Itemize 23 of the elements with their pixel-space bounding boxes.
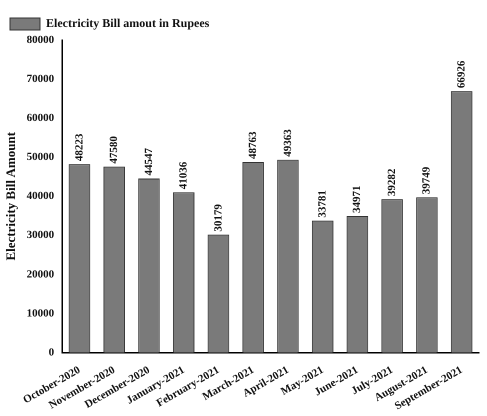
y-tick-label: 50000 <box>26 151 55 164</box>
data-label: 34971 <box>351 185 364 213</box>
y-tick-label: 0 <box>48 346 55 358</box>
data-label: 30179 <box>212 204 224 232</box>
data-label: 48763 <box>247 131 260 160</box>
data-label: 39282 <box>386 168 398 196</box>
y-tick-label: 30000 <box>26 229 55 242</box>
data-label: 47580 <box>108 136 120 164</box>
y-tick-label: 60000 <box>26 112 55 124</box>
data-label: 48223 <box>73 133 86 162</box>
y-tick-label: 40000 <box>26 190 55 202</box>
y-tick-label: 10000 <box>26 307 55 320</box>
data-label: 44547 <box>142 148 155 176</box>
y-tick-label: 70000 <box>26 72 55 85</box>
data-label: 39749 <box>420 166 433 194</box>
y-tick-label: 80000 <box>26 34 55 46</box>
y-axis-title: Electricity Bill Amount <box>3 131 18 261</box>
data-label: 66926 <box>455 60 468 88</box>
legend-label: Electricity Bill amout in Rupees <box>46 16 210 30</box>
data-label: 49363 <box>282 128 294 157</box>
y-tick-label: 20000 <box>26 268 55 280</box>
data-label: 41036 <box>178 161 190 190</box>
data-label: 33781 <box>316 190 329 218</box>
